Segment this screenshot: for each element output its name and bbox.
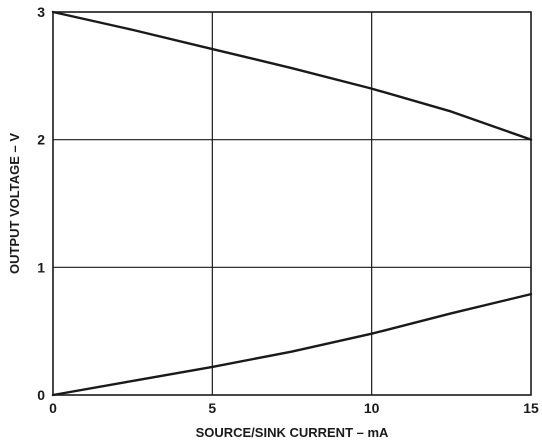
series-line-lower: [51, 292, 533, 397]
y-tick-label: 3: [37, 4, 45, 20]
x-axis-label: SOURCE/SINK CURRENT – mA: [196, 425, 389, 440]
y-tick-labels: 0 1 2 3: [37, 4, 45, 403]
x-tick-labels: 0 5 10 15: [49, 400, 539, 416]
series-line-upper: [51, 10, 533, 141]
y-tick-label: 0: [37, 387, 45, 403]
x-tick-label: 5: [208, 400, 216, 416]
grid-lines: [53, 12, 531, 395]
x-tick-label: 15: [523, 400, 539, 416]
y-axis-label: OUTPUT VOLTAGE – V: [7, 133, 22, 274]
plot-frame: [52, 11, 532, 396]
series-lines: [51, 10, 533, 397]
x-tick-label: 10: [364, 400, 380, 416]
y-tick-label: 1: [37, 259, 45, 275]
y-tick-label: 2: [37, 132, 45, 148]
x-tick-label: 0: [49, 400, 57, 416]
